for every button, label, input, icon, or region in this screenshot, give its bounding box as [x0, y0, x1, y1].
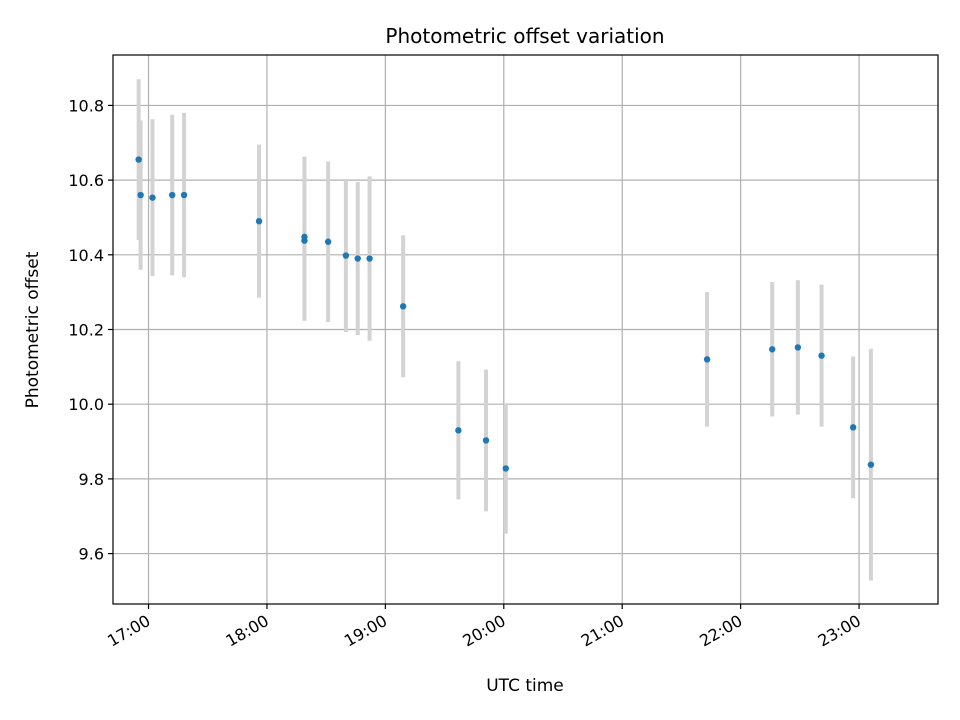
data-point: [849, 424, 857, 431]
y-tick-label: 9.6: [79, 545, 104, 564]
y-tick-label: 10.8: [68, 96, 104, 115]
data-point: [502, 465, 509, 472]
y-tick-label: 10.6: [68, 171, 104, 190]
y-tick-label: 10.4: [68, 246, 104, 265]
x-tick-label: 19:00: [341, 611, 390, 651]
data-point: [169, 191, 176, 199]
data-point: [366, 255, 373, 262]
data-point: [342, 252, 350, 259]
data-point: [137, 191, 144, 199]
data-point: [867, 461, 875, 468]
x-axis-title: UTC time: [486, 676, 564, 696]
data-point: [180, 191, 188, 199]
y-tick-label: 10.0: [68, 395, 104, 414]
data-point: [818, 352, 825, 359]
x-tick-label: 22:00: [696, 611, 745, 651]
x-tick-label: 20:00: [459, 611, 508, 651]
data-points: [135, 156, 875, 472]
data-point: [149, 194, 156, 201]
chart-title: Photometric offset variation: [385, 24, 664, 48]
x-tick-label: 17:00: [104, 611, 153, 651]
data-point: [794, 344, 802, 351]
data-point: [769, 346, 776, 353]
y-tick-label: 9.8: [79, 470, 104, 489]
y-tick-label: 10.2: [68, 321, 104, 340]
data-point: [301, 237, 308, 244]
grid-lines: [113, 55, 938, 604]
data-point: [482, 437, 490, 444]
data-point: [324, 238, 332, 245]
data-point: [255, 217, 263, 225]
x-tick-label: 21:00: [578, 611, 627, 651]
data-point: [399, 303, 407, 310]
x-tick-label: 18:00: [223, 611, 272, 651]
x-tick-label: 23:00: [815, 611, 864, 651]
data-point: [455, 427, 462, 434]
data-point: [135, 156, 142, 163]
data-point: [354, 255, 361, 262]
data-point: [703, 356, 711, 363]
y-axis-title: Photometric offset: [23, 251, 43, 408]
